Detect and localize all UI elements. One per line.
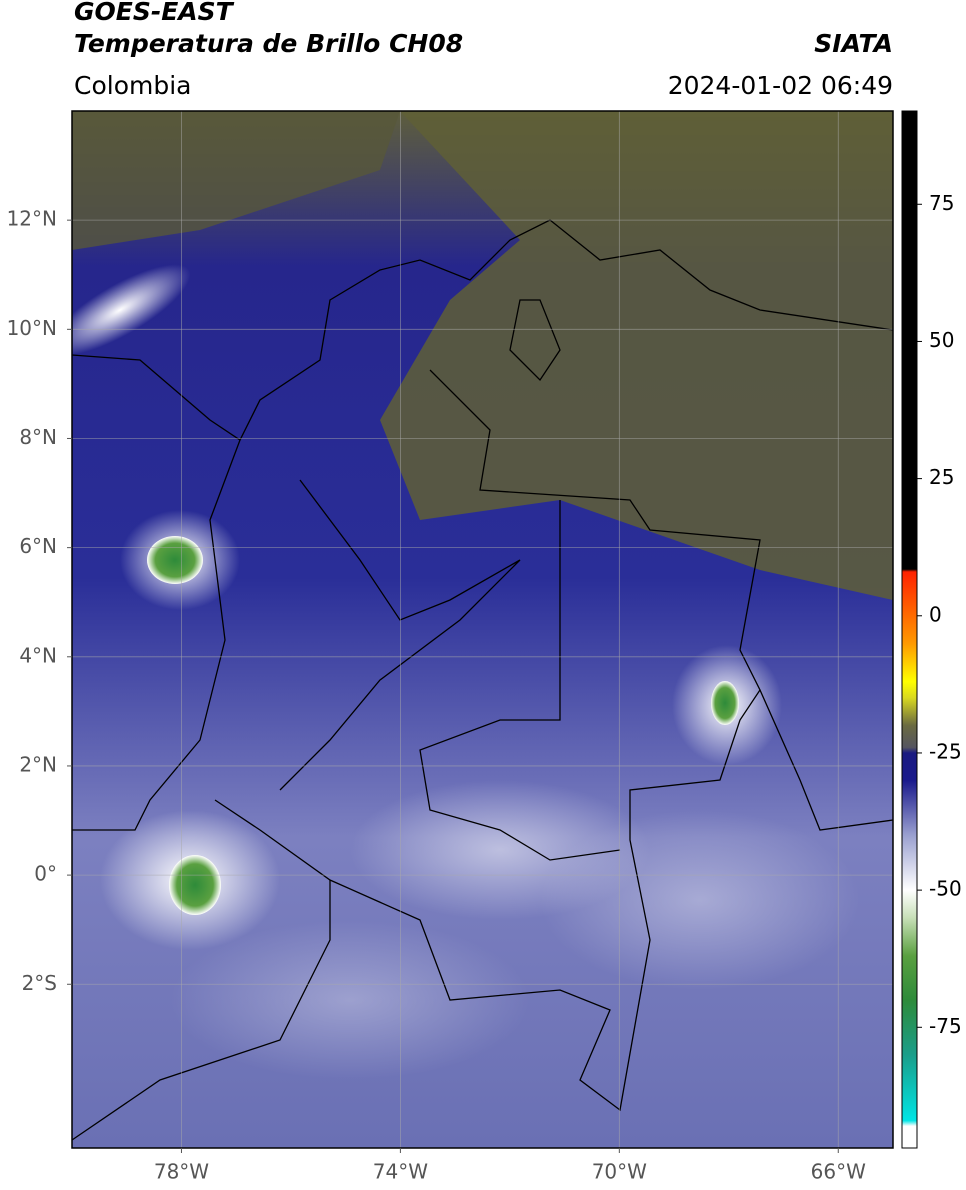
region: Colombia: [74, 71, 191, 100]
subtitle: Temperatura de Brillo CH08: [74, 29, 463, 58]
y-tick-label: 8°N: [19, 425, 57, 449]
colorbar-tick-label: -50: [929, 877, 962, 901]
source: SIATA: [814, 29, 893, 58]
x-tick-label: 70°W: [592, 1160, 647, 1184]
y-tick-label: 10°N: [7, 316, 57, 340]
colorbar-tick-label: 0: [929, 602, 942, 626]
y-tick-label: 12°N: [7, 207, 57, 231]
satellite-image: [72, 111, 893, 1148]
y-tick-label: 4°N: [19, 643, 57, 667]
colorbar-tick-label: 50: [929, 328, 954, 352]
y-tick-label: 0°: [34, 862, 57, 886]
y-tick-label: 6°N: [19, 534, 57, 558]
x-tick-label: 74°W: [373, 1160, 428, 1184]
colorbar-tick-label: 75: [929, 191, 954, 215]
colorbar: [901, 110, 918, 1149]
x-tick-label: 78°W: [154, 1160, 209, 1184]
colorbar-tick-label: 25: [929, 465, 954, 489]
map-frame: [71, 110, 894, 1149]
colorbar-tick-label: -75: [929, 1014, 962, 1038]
y-tick-label: 2°N: [19, 752, 57, 776]
title: GOES-EAST: [74, 0, 235, 26]
grid: [72, 111, 893, 1148]
datetime: 2024-01-02 06:49: [668, 71, 893, 100]
colorbar-tick-label: -25: [929, 739, 962, 763]
x-tick-label: 66°W: [811, 1160, 866, 1184]
y-tick-label: 2°S: [22, 971, 57, 995]
